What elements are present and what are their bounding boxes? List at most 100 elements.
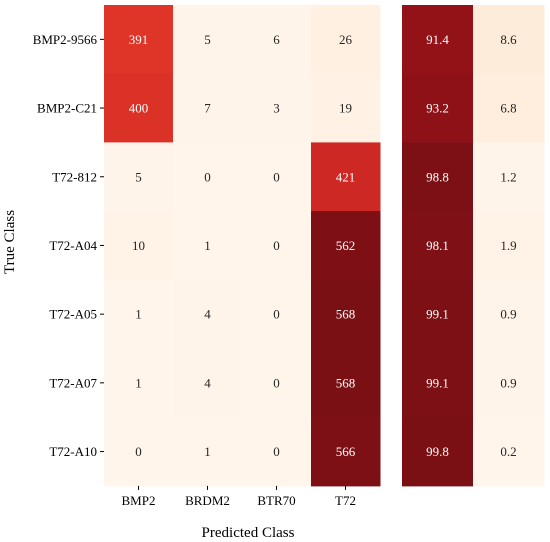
percent-value-label: 0.9 [500, 375, 516, 390]
percent-cell [473, 142, 545, 212]
percent-value-label: 1.9 [500, 238, 516, 253]
percent-cell [402, 142, 474, 212]
x-tick-label: T72 [335, 493, 356, 508]
y-tick-label: BMP2-C21 [37, 101, 97, 116]
percent-value-label: 0.2 [500, 444, 516, 459]
heatmap-cell [173, 142, 243, 212]
cell-value-label: 1 [204, 238, 211, 253]
x-tick-label: BRDM2 [185, 493, 230, 508]
heatmap-cell [104, 348, 174, 418]
cell-value-label: 0 [273, 444, 280, 459]
percent-value-label: 6.8 [500, 101, 516, 116]
heatmap-cell [104, 5, 174, 75]
heatmap-cell [104, 211, 174, 281]
percent-value-label: 0.9 [500, 307, 516, 322]
x-tick-labels: BMP2 BRDM2 BTR70 T72 [122, 485, 356, 508]
percent-cell [402, 5, 474, 75]
percent-value-label: 99.8 [426, 444, 449, 459]
heatmap-cell [311, 142, 381, 212]
heatmap-cell [311, 279, 381, 349]
cell-value-label: 7 [204, 101, 211, 116]
cell-value-label: 5 [135, 169, 142, 184]
percent-value-label: 98.1 [426, 238, 449, 253]
x-tick-label: BMP2 [122, 493, 156, 508]
heatmap-cell [104, 73, 174, 143]
percent-cell [473, 73, 545, 143]
y-tick-label: T72-A05 [49, 307, 97, 322]
x-tick-label: BTR70 [257, 493, 295, 508]
percent-cell [473, 279, 545, 349]
x-axis-title: Predicted Class [202, 525, 295, 541]
cell-value-label: 391 [129, 32, 149, 47]
heatmap-cell [173, 73, 243, 143]
y-tick-label: T72-A07 [49, 375, 97, 390]
heatmap-cell [242, 348, 312, 418]
cell-value-label: 0 [273, 169, 280, 184]
cell-value-label: 0 [273, 375, 280, 390]
percent-cell [473, 211, 545, 281]
y-tick-labels: BMP2-9566 BMP2-C21 T72-812 T72-A04 T72-A05 T7… [33, 32, 104, 459]
heatmap-cell [104, 142, 174, 212]
cell-value-label: 1 [135, 307, 142, 322]
percent-value-label: 8.6 [500, 32, 517, 47]
heatmap-cell [104, 417, 174, 487]
cell-value-label: 10 [132, 238, 145, 253]
heatmap-cell [311, 417, 381, 487]
heatmap-cell [311, 211, 381, 281]
heatmap-cell [311, 5, 381, 75]
heatmap-cell [173, 348, 243, 418]
percent-cell [402, 348, 474, 418]
cell-value-label: 0 [135, 444, 142, 459]
cell-value-label: 0 [273, 307, 280, 322]
cell-value-label: 1 [204, 444, 211, 459]
cell-value-label: 26 [339, 32, 353, 47]
percent-value-label: 98.8 [426, 169, 449, 184]
heatmap-cell [173, 5, 243, 75]
heatmap-cell [104, 279, 174, 349]
y-axis-title: True Class [2, 210, 18, 274]
percent-cell [473, 417, 545, 487]
y-tick-label: T72-A04 [49, 238, 97, 253]
percent-cell [402, 73, 474, 143]
cell-value-label: 568 [336, 375, 356, 390]
heatmap-cell [173, 279, 243, 349]
heatmap-cell [242, 417, 312, 487]
cell-value-label: 3 [273, 101, 280, 116]
percent-value-label: 99.1 [426, 307, 449, 322]
percent-cell [402, 279, 474, 349]
heatmap-cell [311, 348, 381, 418]
y-tick-label: T72-A10 [49, 444, 97, 459]
cell-value-label: 1 [135, 375, 142, 390]
percent-cell [402, 417, 474, 487]
cell-value-label: 0 [204, 169, 211, 184]
percent-value-label: 1.2 [500, 169, 516, 184]
cell-value-label: 421 [336, 169, 356, 184]
heatmap-cell [242, 279, 312, 349]
heatmap-cell [242, 5, 312, 75]
heatmap-cell [173, 417, 243, 487]
cell-value-label: 566 [336, 444, 356, 459]
heatmap-cell [242, 73, 312, 143]
cell-value-label: 568 [336, 307, 356, 322]
heatmap-cell [242, 211, 312, 281]
y-tick-label: T72-812 [52, 169, 97, 184]
percent-matrix: 91.4 8.6 93.2 6.8 98.8 1.2 98.1 1.9 99.1 0.9 99.1 0… [402, 5, 545, 487]
cell-value-label: 400 [129, 101, 149, 116]
heatmap-cell [311, 73, 381, 143]
cell-value-label: 4 [204, 375, 211, 390]
cell-value-label: 4 [204, 307, 211, 322]
cell-value-label: 0 [273, 238, 280, 253]
cell-value-label: 19 [339, 101, 352, 116]
cell-value-label: 6 [273, 32, 280, 47]
heatmap-cell [173, 211, 243, 281]
percent-cell [473, 348, 545, 418]
percent-value-label: 91.4 [426, 32, 449, 47]
y-tick-label: BMP2-9566 [33, 32, 98, 47]
percent-cell [402, 211, 474, 281]
heatmap-cell [242, 142, 312, 212]
cell-value-label: 5 [204, 32, 211, 47]
percent-value-label: 93.2 [426, 101, 449, 116]
percent-cell [473, 5, 545, 75]
